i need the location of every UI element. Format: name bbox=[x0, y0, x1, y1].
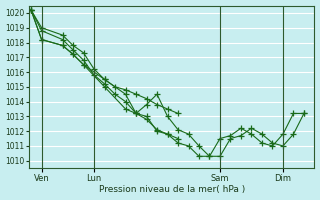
X-axis label: Pression niveau de la mer( hPa ): Pression niveau de la mer( hPa ) bbox=[99, 185, 245, 194]
